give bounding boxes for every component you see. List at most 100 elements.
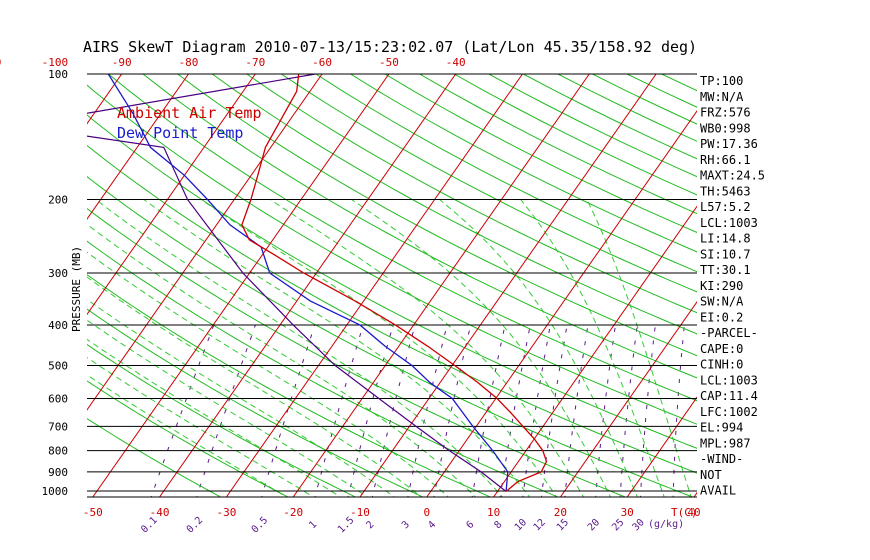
bottom-temp-tick-label: 0	[423, 506, 430, 519]
dry-adiabat-line	[87, 84, 697, 425]
stat-item: -WIND-	[700, 452, 743, 466]
mixing-ratio-tick-label: 4	[426, 519, 438, 531]
moist-adiabat-line	[87, 298, 396, 497]
stat-item: MAXT:24.5	[700, 169, 765, 183]
top-temp-tick-label: -50	[379, 56, 399, 69]
moist-adiabat-line	[87, 223, 477, 497]
stat-item: NOT	[700, 468, 722, 482]
stat-item: EL:994	[700, 421, 743, 435]
legend-ambient: Ambient Air Temp	[117, 104, 262, 122]
moist-adiabat-line	[269, 199, 585, 497]
bottom-temp-tick-label: 10	[487, 506, 500, 519]
mixing-ratio-tick-label: 6	[464, 519, 476, 531]
bottom-temp-tick-label: -30	[216, 506, 236, 519]
moist-adiabat-line	[439, 199, 638, 497]
top-temp-tick-label: -70	[245, 56, 265, 69]
bottom-temp-tick-label: 20	[554, 506, 567, 519]
isobars	[87, 199, 697, 492]
bottom-temperature-tick-labels: -50 -40 -30 -20 -10 0 10 20 30 40	[83, 506, 701, 519]
stat-item: PW:17.36	[700, 137, 758, 151]
mixing-ratio-tick-label: 10	[513, 517, 529, 533]
moist-adiabat-line	[143, 199, 531, 497]
mixing-ratio-line	[619, 325, 638, 497]
stat-item: MW:N/A	[700, 90, 744, 104]
stat-item: LCL:1003	[700, 373, 758, 387]
pressure-tick-label: 400	[48, 319, 68, 332]
legend-dewpoint: Dew Point Temp	[117, 124, 243, 142]
mixing-ratio-line	[407, 324, 448, 497]
isotherm-line	[225, 74, 523, 497]
isotherm-line	[359, 74, 657, 497]
stat-item: TT:30.1	[700, 263, 751, 277]
pressure-tick-label: 700	[48, 420, 68, 433]
pressure-tick-label: 1000	[42, 485, 69, 498]
pressure-tick-label: 300	[48, 267, 68, 280]
moist-adiabat-line	[520, 199, 665, 497]
pressure-tick-labels: 100 200 300 400 500 600 700 800 900 1000	[42, 68, 69, 498]
chart-title: AIRS SkewT Diagram 2010-07-13/15:23:02.0…	[83, 38, 697, 56]
dry-adiabat-line	[142, 74, 697, 379]
top-temp-tick-label: -110	[0, 56, 1, 69]
dry-adiabat-line	[87, 418, 222, 497]
moist-adiabat-line	[87, 338, 342, 497]
stat-item: FRZ:576	[700, 106, 751, 120]
isotherm-line	[292, 74, 590, 497]
mixing-ratio-tick-label: 3	[400, 519, 412, 531]
moist-adiabat-line	[95, 199, 504, 497]
mixing-ratio-tick-label: 1	[307, 519, 319, 531]
stat-item: SW:N/A	[700, 295, 744, 309]
parcel-line	[87, 74, 507, 492]
pressure-tick-label: 200	[48, 194, 68, 207]
stat-item: CAP:11.4	[700, 389, 758, 403]
bottom-temp-tick-label: 40	[687, 506, 700, 519]
stat-item: LCL:1003	[700, 216, 758, 230]
isotherm-line	[87, 74, 256, 316]
stat-item: L57:5.2	[700, 200, 751, 214]
stat-item: WB0:998	[700, 121, 751, 135]
mixing-ratio-line	[522, 324, 551, 497]
dewpoint-line	[107, 74, 509, 492]
dry-adiabat-line	[87, 176, 695, 497]
top-temp-tick-label: -60	[312, 56, 332, 69]
stat-item: KI:290	[700, 279, 743, 293]
stat-item: EI:0.2	[700, 310, 743, 324]
mixing-ratio-tick-label: 8	[493, 519, 505, 531]
dry-adiabat-line	[87, 114, 697, 449]
isotherm-line	[559, 300, 697, 497]
ambient-temp-line	[241, 74, 548, 492]
stat-item: TP:100	[700, 74, 743, 88]
mixing-ratio-tick-labels: 0.1 0.2 0.5 1 1.5 2 3 4 6 8 10 12 15 20 25 30	[139, 515, 647, 536]
stat-item: -PARCEL-	[700, 326, 758, 340]
temp-unit-label: T(C)	[671, 506, 698, 519]
dry-adiabat-line	[87, 274, 492, 497]
dry-adiabat-line	[87, 343, 357, 497]
mixing-ratio-line	[540, 325, 568, 497]
isotherm-line	[87, 74, 123, 125]
moist-adiabat-line	[87, 276, 423, 497]
isotherm-line	[492, 205, 697, 497]
mixing-ratio-tick-label: 30	[631, 517, 647, 533]
mixing-ratio-line	[672, 325, 685, 497]
stat-item: CAPE:0	[700, 342, 743, 356]
bottom-temp-tick-label: -40	[150, 506, 170, 519]
mixing-ratio-line	[371, 324, 416, 497]
dry-adiabat-line	[87, 308, 425, 497]
dry-adiabat-line	[108, 74, 697, 402]
mixing-unit-label: (g/kg)	[648, 519, 684, 530]
dry-adiabats	[87, 74, 697, 497]
dry-adiabat-line	[246, 74, 697, 314]
dry-adiabat-line	[350, 74, 697, 253]
mixing-ratio-line	[471, 324, 506, 497]
top-temp-tick-label: -80	[179, 56, 199, 69]
dry-adiabat-line	[453, 74, 697, 196]
y-axis-label: PRESSURE (MB)	[70, 246, 83, 332]
mixing-ratio-line	[595, 325, 616, 497]
isotherm-line	[87, 74, 323, 411]
top-temperature-tick-labels: -120-110-100-90-80-70-60-50-40	[0, 56, 466, 69]
background-grid	[87, 74, 697, 497]
isotherm-line	[158, 74, 457, 497]
moist-adiabat-line	[87, 374, 288, 497]
mixing-ratio-tick-label: 0.2	[185, 515, 206, 536]
mixing-ratio-line	[314, 324, 364, 497]
